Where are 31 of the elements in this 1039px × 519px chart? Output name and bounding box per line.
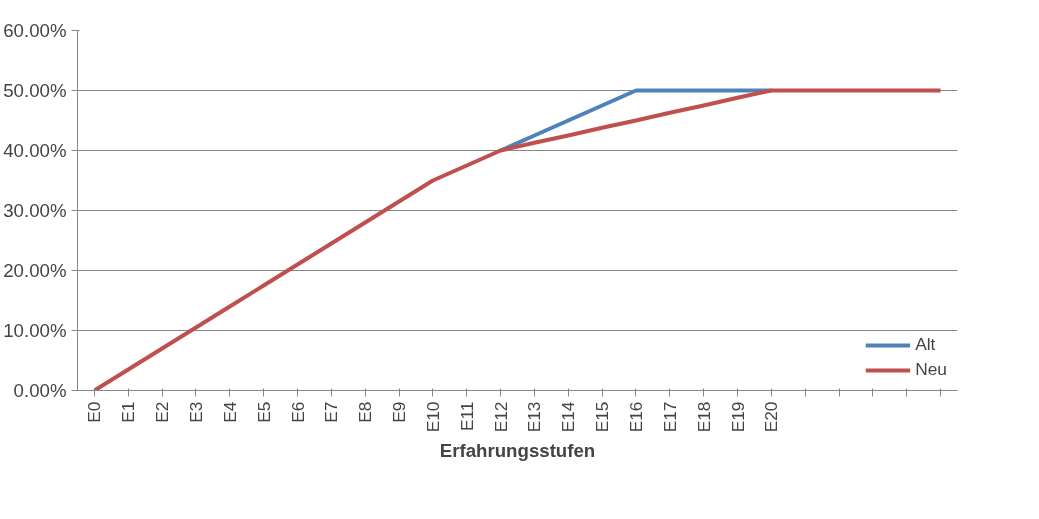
x-tick-label: E4 bbox=[219, 401, 240, 423]
y-tick-label: 50.00% bbox=[3, 80, 67, 101]
x-tick-label: E0 bbox=[84, 401, 105, 423]
legend-label: Alt bbox=[915, 334, 936, 355]
y-tick-label: 40.00% bbox=[3, 140, 67, 161]
x-tick-label: E14 bbox=[558, 401, 579, 433]
x-tick-label: E13 bbox=[524, 401, 545, 433]
x-tick-label: E1 bbox=[118, 401, 139, 423]
x-tick-label: E5 bbox=[253, 401, 274, 423]
x-tick-label: E15 bbox=[592, 401, 613, 433]
x-tick-label: E16 bbox=[625, 401, 646, 433]
x-tick-label: E19 bbox=[727, 401, 748, 433]
x-axis-title: Erfahrungsstufen bbox=[439, 440, 596, 462]
x-tick-label: E17 bbox=[659, 401, 680, 433]
x-tick-label: E12 bbox=[490, 401, 511, 433]
x-tick-label: E11 bbox=[456, 401, 477, 432]
x-tick-label: E7 bbox=[321, 401, 342, 423]
x-tick-label: E8 bbox=[355, 401, 376, 423]
y-tick-label: 20.00% bbox=[3, 260, 67, 281]
x-tick-label: E3 bbox=[185, 401, 206, 423]
x-tick-label: E2 bbox=[152, 401, 173, 423]
y-tick-label: 30.00% bbox=[3, 200, 67, 221]
x-tick-label: E20 bbox=[761, 401, 782, 433]
x-tick-label: E18 bbox=[693, 401, 714, 433]
x-tick-label: E10 bbox=[422, 401, 443, 433]
x-tick-label: E9 bbox=[389, 401, 410, 423]
y-tick-label: 60.00% bbox=[3, 20, 67, 41]
x-tick-label: E6 bbox=[287, 401, 308, 423]
legend-label: Neu bbox=[915, 359, 947, 380]
y-tick-label: 10.00% bbox=[3, 320, 67, 341]
y-tick-label: 0.00% bbox=[13, 380, 67, 401]
